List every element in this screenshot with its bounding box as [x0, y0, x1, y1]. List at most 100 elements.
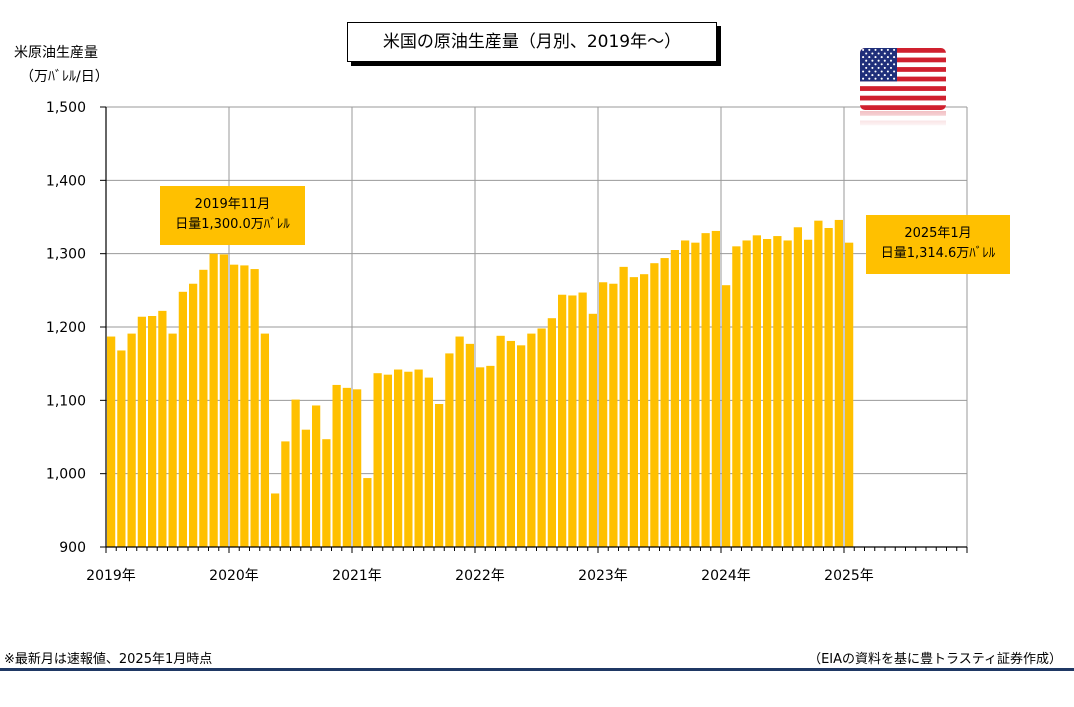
annotation-peak-2019: 2019年11月 日量1,300.0万ﾊﾞﾚﾙ	[160, 186, 305, 245]
axes	[100, 106, 968, 553]
bar-2024-05	[763, 239, 772, 547]
bar-2021-11	[455, 336, 464, 547]
bar-2022-12	[588, 313, 597, 547]
bar-2020-05	[271, 493, 280, 547]
bar-2019-02	[117, 350, 126, 547]
bar-2025-01	[845, 242, 854, 547]
bar-2023-10	[691, 242, 700, 547]
source-credit: （EIAの資料を基に豊トラスティ証券作成）	[808, 652, 1062, 667]
bar-2019-01	[107, 336, 116, 547]
bar-2021-07	[414, 369, 423, 547]
bar-2022-08	[547, 318, 556, 547]
annotation-date: 2025年1月	[904, 226, 972, 241]
annotation-value: 日量1,314.6万ﾊﾞﾚﾙ	[880, 246, 996, 261]
bar-2021-08	[424, 377, 433, 547]
bar-2024-09	[804, 239, 813, 547]
y-axis-label: 米原油生産量	[14, 45, 98, 61]
bar-2021-01	[353, 389, 362, 547]
bar-2024-06	[773, 236, 782, 548]
bar-2019-08	[178, 291, 187, 547]
bar-2023-06	[650, 263, 659, 547]
bar-2022-07	[537, 328, 546, 547]
bar-2019-05	[148, 316, 157, 547]
bar-2021-04	[383, 374, 392, 547]
annotation-value: 日量1,300.0万ﾊﾞﾚﾙ	[175, 217, 290, 232]
tick-labels: 900 1,000 1,100 1,200 1,300 1,400 1,500 2019年 20…	[46, 100, 874, 584]
bottom-divider	[0, 668, 1074, 671]
bar-2019-10	[199, 269, 208, 547]
bar-2023-11	[701, 233, 710, 547]
bar-2024-02	[732, 246, 741, 548]
bar-2020-03	[250, 269, 259, 547]
bar-2023-12	[711, 230, 720, 547]
bar-2022-01	[476, 367, 485, 547]
bar-2019-03	[127, 333, 136, 547]
bar-2019-09	[189, 283, 198, 547]
x-tick-label: 2024年	[701, 568, 751, 584]
bar-2022-04	[506, 340, 515, 547]
bar-2022-03	[496, 335, 505, 547]
bar-2019-11	[209, 253, 218, 547]
bar-2020-02	[240, 265, 249, 547]
bar-2023-01	[599, 282, 608, 547]
bar-2023-02	[609, 283, 618, 547]
y-tick-label: 1,500	[46, 100, 86, 116]
bar-2020-04	[260, 333, 269, 547]
bar-2022-11	[578, 292, 587, 547]
bar-2024-08	[793, 227, 802, 547]
bar-2020-08	[301, 429, 310, 547]
x-tick-label: 2022年	[455, 568, 505, 584]
bar-2024-03	[742, 240, 751, 547]
bar-2021-06	[404, 371, 413, 547]
bar-2020-11	[332, 384, 341, 547]
y-tick-label: 1,100	[46, 393, 86, 409]
bar-2024-01	[722, 285, 731, 547]
y-tick-label: 900	[59, 540, 86, 556]
bar-2024-12	[834, 219, 843, 547]
bar-2024-07	[783, 240, 792, 547]
bar-2020-07	[291, 399, 300, 547]
bar-2020-06	[281, 441, 290, 547]
annotation-date: 2019年11月	[194, 197, 271, 212]
bar-2024-10	[814, 220, 823, 547]
bar-2019-06	[158, 310, 167, 547]
bar-2020-10	[322, 439, 331, 547]
y-axis-unit-label: （万ﾊﾞﾚﾙ/日）	[20, 69, 109, 85]
bar-2022-09	[558, 294, 567, 547]
bar-2021-10	[445, 353, 454, 547]
bar-2021-05	[394, 369, 403, 547]
footnote: ※最新月は速報値、2025年1月時点	[4, 652, 213, 667]
bar-2021-02	[363, 478, 372, 547]
us-flag-icon	[860, 48, 946, 128]
bar-2023-07	[660, 258, 669, 547]
x-tick-label: 2023年	[578, 568, 628, 584]
bar-2022-10	[568, 295, 577, 547]
bar-2023-03	[619, 266, 628, 547]
y-tick-label: 1,000	[46, 467, 86, 483]
bar-2021-09	[435, 404, 444, 547]
bar-2022-05	[517, 345, 526, 547]
x-tick-label: 2019年	[86, 568, 136, 584]
bar-2020-12	[342, 387, 351, 547]
annotation-latest-2025: 2025年1月 日量1,314.6万ﾊﾞﾚﾙ	[866, 215, 1010, 274]
y-tick-label: 1,400	[46, 173, 86, 189]
bar-2023-08	[670, 250, 679, 547]
bar-2021-03	[373, 373, 382, 547]
bar-2019-07	[168, 333, 177, 547]
bar-2023-04	[629, 277, 638, 547]
bar-2019-04	[137, 316, 146, 547]
bar-2023-05	[640, 274, 649, 547]
x-tick-label: 2020年	[209, 568, 259, 584]
y-tick-label: 1,200	[46, 320, 86, 336]
bar-2023-09	[681, 240, 690, 547]
bar-2022-06	[527, 333, 536, 547]
bar-2024-11	[824, 228, 833, 547]
chart-title: 米国の原油生産量（月別、2019年～）	[347, 22, 717, 62]
x-tick-label: 2021年	[332, 568, 382, 584]
bar-series	[107, 219, 854, 548]
bar-2020-01	[230, 264, 239, 547]
bar-2021-12	[465, 343, 474, 547]
x-tick-label: 2025年	[824, 568, 874, 584]
bar-2022-02	[486, 365, 495, 547]
